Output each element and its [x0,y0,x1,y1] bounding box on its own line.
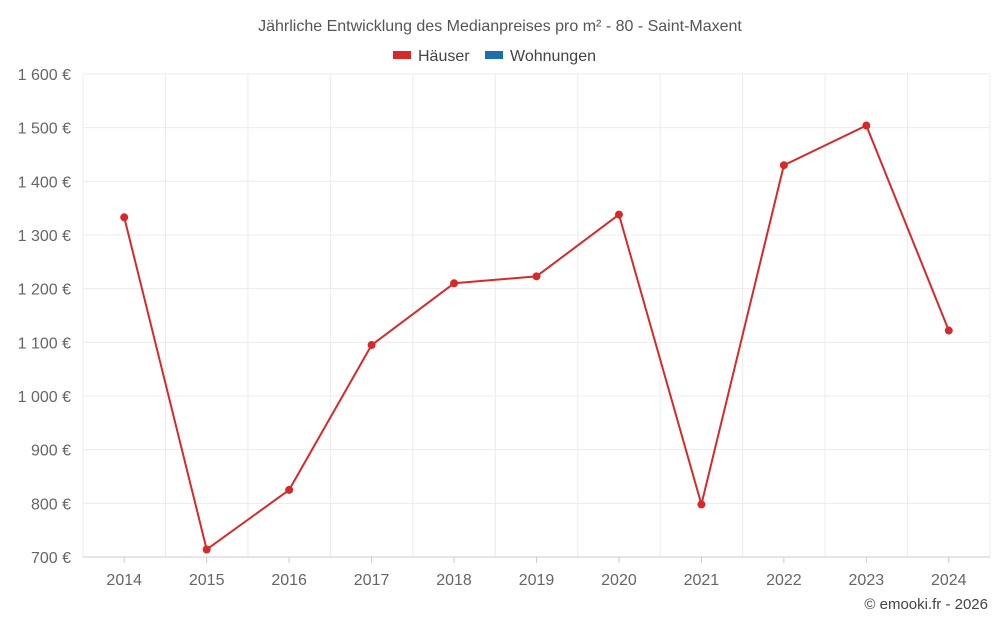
y-tick-label: 1 600 € [18,67,71,84]
x-tick-label: 2023 [849,572,885,589]
x-tick-label: 2024 [931,572,967,589]
legend-swatch-1[interactable] [485,51,503,59]
credit-text: © emooki.fr - 2026 [864,596,988,613]
y-tick-label: 1 400 € [18,174,71,191]
x-tick-label: 2014 [106,572,142,589]
data-point[interactable] [285,485,294,494]
data-point[interactable] [120,213,129,222]
x-tick-label: 2022 [766,572,802,589]
x-tick-label: 2019 [519,572,555,589]
y-tick-label: 1 500 € [18,121,71,138]
legend-label-1[interactable]: Wohnungen [510,48,596,65]
x-tick-label: 2020 [601,572,637,589]
legend: Häuser Wohnungen [393,48,596,65]
x-tick-label: 2018 [436,572,472,589]
y-tick-label: 800 € [31,496,71,513]
legend-swatch-0[interactable] [393,51,411,59]
x-tick-label: 2017 [354,572,390,589]
data-point[interactable] [202,545,211,554]
legend-label-0[interactable]: Häuser [418,48,470,65]
data-point[interactable] [697,500,706,509]
data-point[interactable] [532,272,541,281]
chart-title: Jährliche Entwicklung des Medianpreises … [258,18,742,35]
axes: 2014 2015 2016 2017 2018 2019 2020 2021 2022 2023… [83,556,990,589]
data-point[interactable] [862,121,871,130]
y-tick-label: 1 200 € [18,282,71,299]
series-layer [120,121,953,554]
x-tick-label: 2021 [684,572,720,589]
x-tick-label: 2015 [189,572,225,589]
data-point[interactable] [450,279,459,288]
y-tick-label: 900 € [31,443,71,460]
y-tick-label: 700 € [31,550,71,567]
y-tick-label: 1 100 € [18,335,71,352]
data-point[interactable] [367,341,376,350]
gridlines: 700 € 800 € 900 € 1 000 € 1 100 € 1 200 € 1 30… [18,67,991,567]
data-point[interactable] [614,210,623,219]
y-tick-label: 1 300 € [18,228,71,245]
data-point[interactable] [944,326,953,335]
x-tick-label: 2016 [271,572,307,589]
data-point[interactable] [779,161,788,170]
y-tick-label: 1 000 € [18,389,71,406]
